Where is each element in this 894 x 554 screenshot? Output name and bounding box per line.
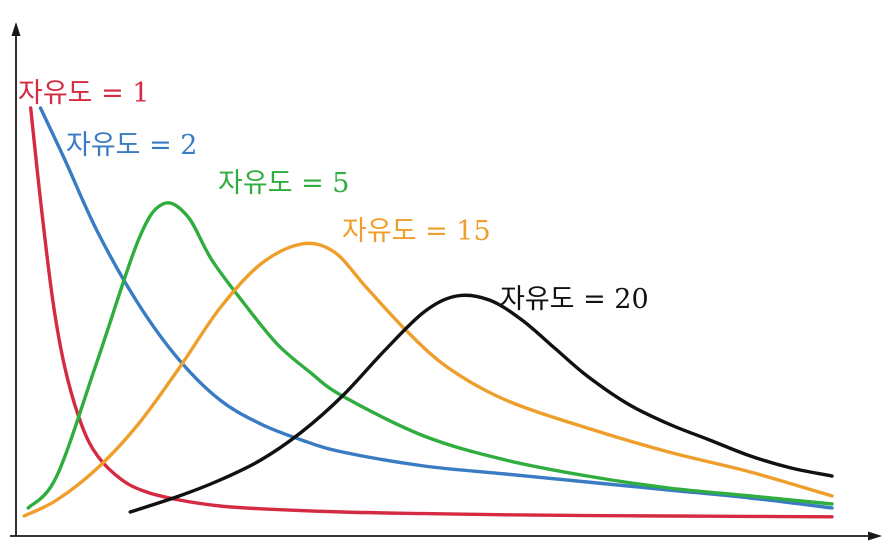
series-label-5: 자유도 = 20 — [500, 284, 649, 315]
series-label-1: 자유도 = 1 — [18, 78, 150, 109]
labels-group: 자유도 = 1 자유도 = 2 자유도 = 5 자유도 = 15 자유도 = 20 — [18, 78, 649, 315]
axes — [10, 22, 882, 541]
series-label-4: 자유도 = 15 — [342, 216, 491, 247]
series-label-3: 자유도 = 5 — [218, 168, 350, 199]
series-line-4 — [22, 241, 834, 518]
series-line-2 — [38, 106, 834, 510]
x-axis-arrow — [868, 531, 882, 541]
y-axis-arrow — [11, 22, 21, 36]
series-line-1 — [28, 106, 834, 519]
series-label-2: 자유도 = 2 — [66, 130, 198, 161]
curves-group — [22, 106, 834, 519]
series-line-3 — [26, 201, 834, 510]
series-line-5 — [128, 293, 834, 514]
